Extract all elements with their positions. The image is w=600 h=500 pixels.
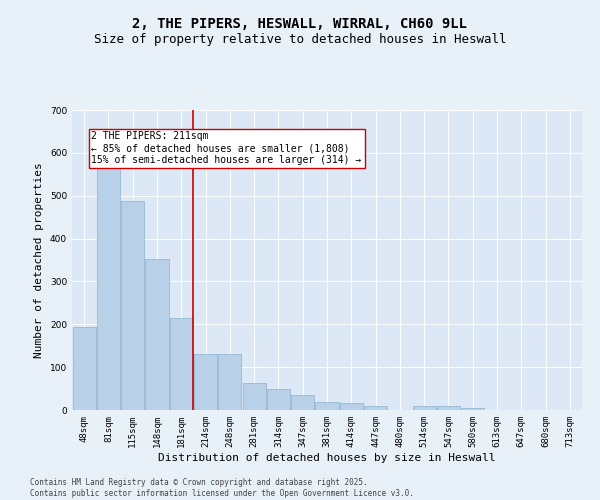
X-axis label: Distribution of detached houses by size in Heswall: Distribution of detached houses by size …: [158, 452, 496, 462]
Text: 2 THE PIPERS: 211sqm
← 85% of detached houses are smaller (1,808)
15% of semi-de: 2 THE PIPERS: 211sqm ← 85% of detached h…: [91, 132, 362, 164]
Bar: [242, 384, 266, 410]
Text: 2, THE PIPERS, HESWALL, WIRRAL, CH60 9LL: 2, THE PIPERS, HESWALL, WIRRAL, CH60 9LL: [133, 18, 467, 32]
Bar: [267, 390, 290, 410]
Bar: [291, 395, 314, 410]
Bar: [97, 157, 120, 410]
Bar: [218, 354, 241, 410]
Bar: [121, 201, 144, 410]
Bar: [73, 328, 95, 410]
Y-axis label: Number of detached properties: Number of detached properties: [34, 162, 44, 358]
Bar: [194, 354, 217, 410]
Bar: [364, 406, 387, 410]
Bar: [170, 318, 193, 410]
Bar: [413, 406, 436, 410]
Text: Size of property relative to detached houses in Heswall: Size of property relative to detached ho…: [94, 32, 506, 46]
Bar: [340, 403, 363, 410]
Bar: [461, 408, 484, 410]
Bar: [437, 406, 460, 410]
Bar: [145, 259, 169, 410]
Bar: [316, 402, 338, 410]
Text: Contains HM Land Registry data © Crown copyright and database right 2025.
Contai: Contains HM Land Registry data © Crown c…: [30, 478, 414, 498]
